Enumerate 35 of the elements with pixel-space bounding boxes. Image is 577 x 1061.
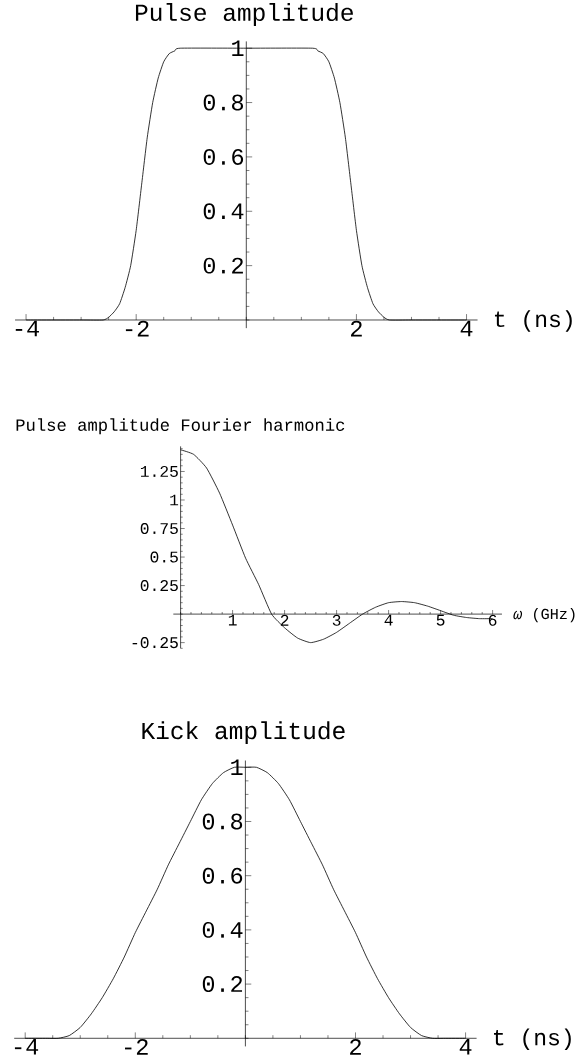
x-tick-label: 4 (384, 614, 393, 626)
chart-title: Pulse amplitude (135, 3, 353, 26)
y-tick-label: 1 (231, 759, 243, 776)
x-axis-title: ω (GHz) (513, 608, 575, 623)
chart-title: Pulse amplitude Fourier harmonic (16, 418, 345, 435)
x-tick-label: -2 (125, 320, 149, 337)
y-tick-label: 0.4 (203, 203, 244, 220)
x-tick-label: -2 (125, 1039, 148, 1055)
x-tick-label: 3 (332, 614, 341, 626)
x-tick-label: 6 (488, 614, 497, 626)
y-tick-label: 0.5 (150, 551, 178, 563)
y-tick-label: 1 (170, 494, 179, 506)
chart-title: Kick amplitude (142, 721, 345, 745)
y-tick-label: 1.25 (140, 465, 178, 477)
x-tick-label: -4 (15, 320, 39, 337)
x-axis-title: t (ns) (494, 1028, 571, 1050)
y-tick-label: 0.2 (203, 257, 243, 274)
y-tick-label: 0.6 (202, 867, 243, 884)
y-tick-label: 0.8 (202, 813, 243, 830)
y-tick-label: 0.75 (140, 522, 178, 535)
y-tick-label: 0.2 (202, 976, 243, 993)
y-tick-label: 1 (232, 40, 244, 56)
y-tick-label: -0.25 (132, 637, 178, 649)
y-tick-label: 0.25 (140, 580, 178, 592)
x-tick-label: 2 (351, 320, 362, 337)
x-tick-label: 2 (280, 614, 289, 626)
x-tick-label: 4 (460, 320, 473, 337)
x-tick-label: 4 (459, 1038, 472, 1055)
x-tick-label: 5 (436, 614, 445, 626)
y-tick-label: 0.6 (203, 148, 244, 165)
y-tick-label: 0.8 (203, 94, 244, 111)
x-tick-label: 2 (350, 1039, 361, 1055)
y-tick-label: 0.4 (202, 921, 243, 938)
x-tick-label: -4 (14, 1038, 39, 1055)
x-axis-title: t (ns) (494, 310, 572, 332)
